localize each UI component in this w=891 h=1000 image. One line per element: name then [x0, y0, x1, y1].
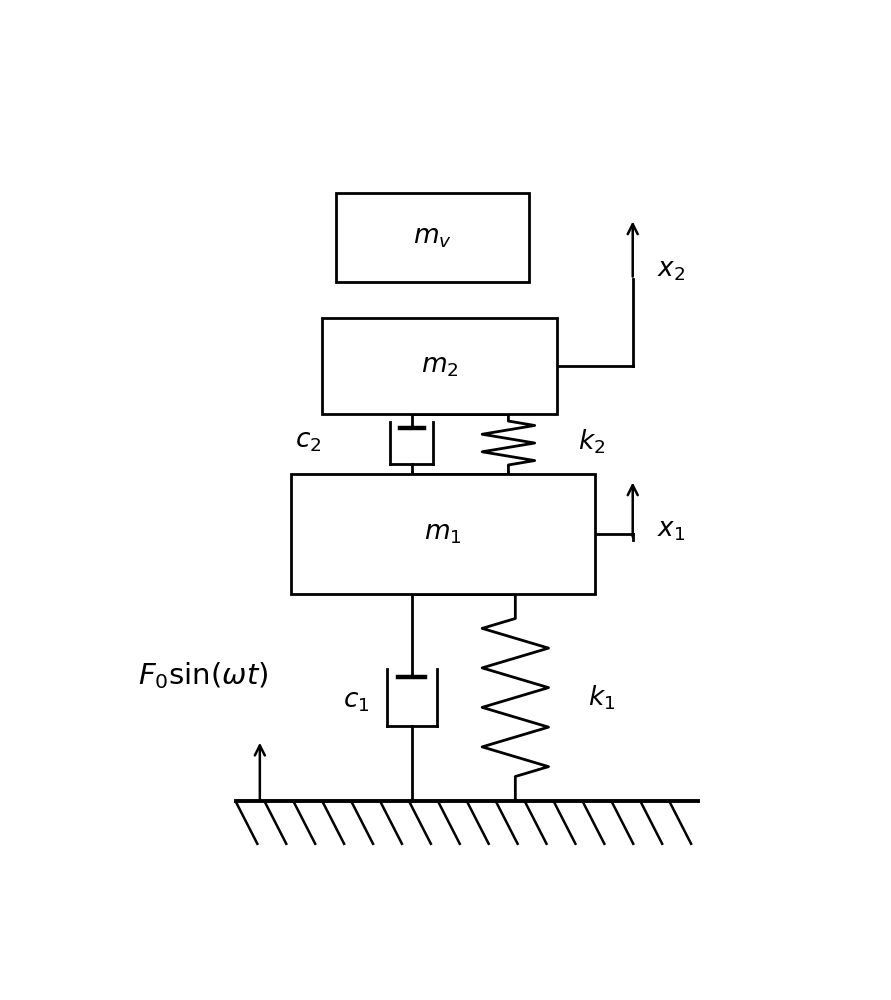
- Text: $c_1$: $c_1$: [343, 689, 370, 714]
- Text: $x_2$: $x_2$: [657, 258, 685, 283]
- Text: $c_2$: $c_2$: [295, 429, 322, 454]
- Bar: [290, 474, 595, 594]
- Text: $m_v$: $m_v$: [413, 225, 452, 250]
- Text: $m_2$: $m_2$: [421, 354, 458, 379]
- Text: $F_0\mathrm{sin}(\omega t)$: $F_0\mathrm{sin}(\omega t)$: [137, 661, 268, 691]
- Text: $k_1$: $k_1$: [588, 683, 616, 712]
- Bar: [322, 318, 557, 414]
- Bar: [336, 193, 529, 282]
- Text: $x_1$: $x_1$: [657, 518, 685, 543]
- Text: $k_2$: $k_2$: [577, 428, 605, 456]
- Text: $m_1$: $m_1$: [424, 521, 462, 546]
